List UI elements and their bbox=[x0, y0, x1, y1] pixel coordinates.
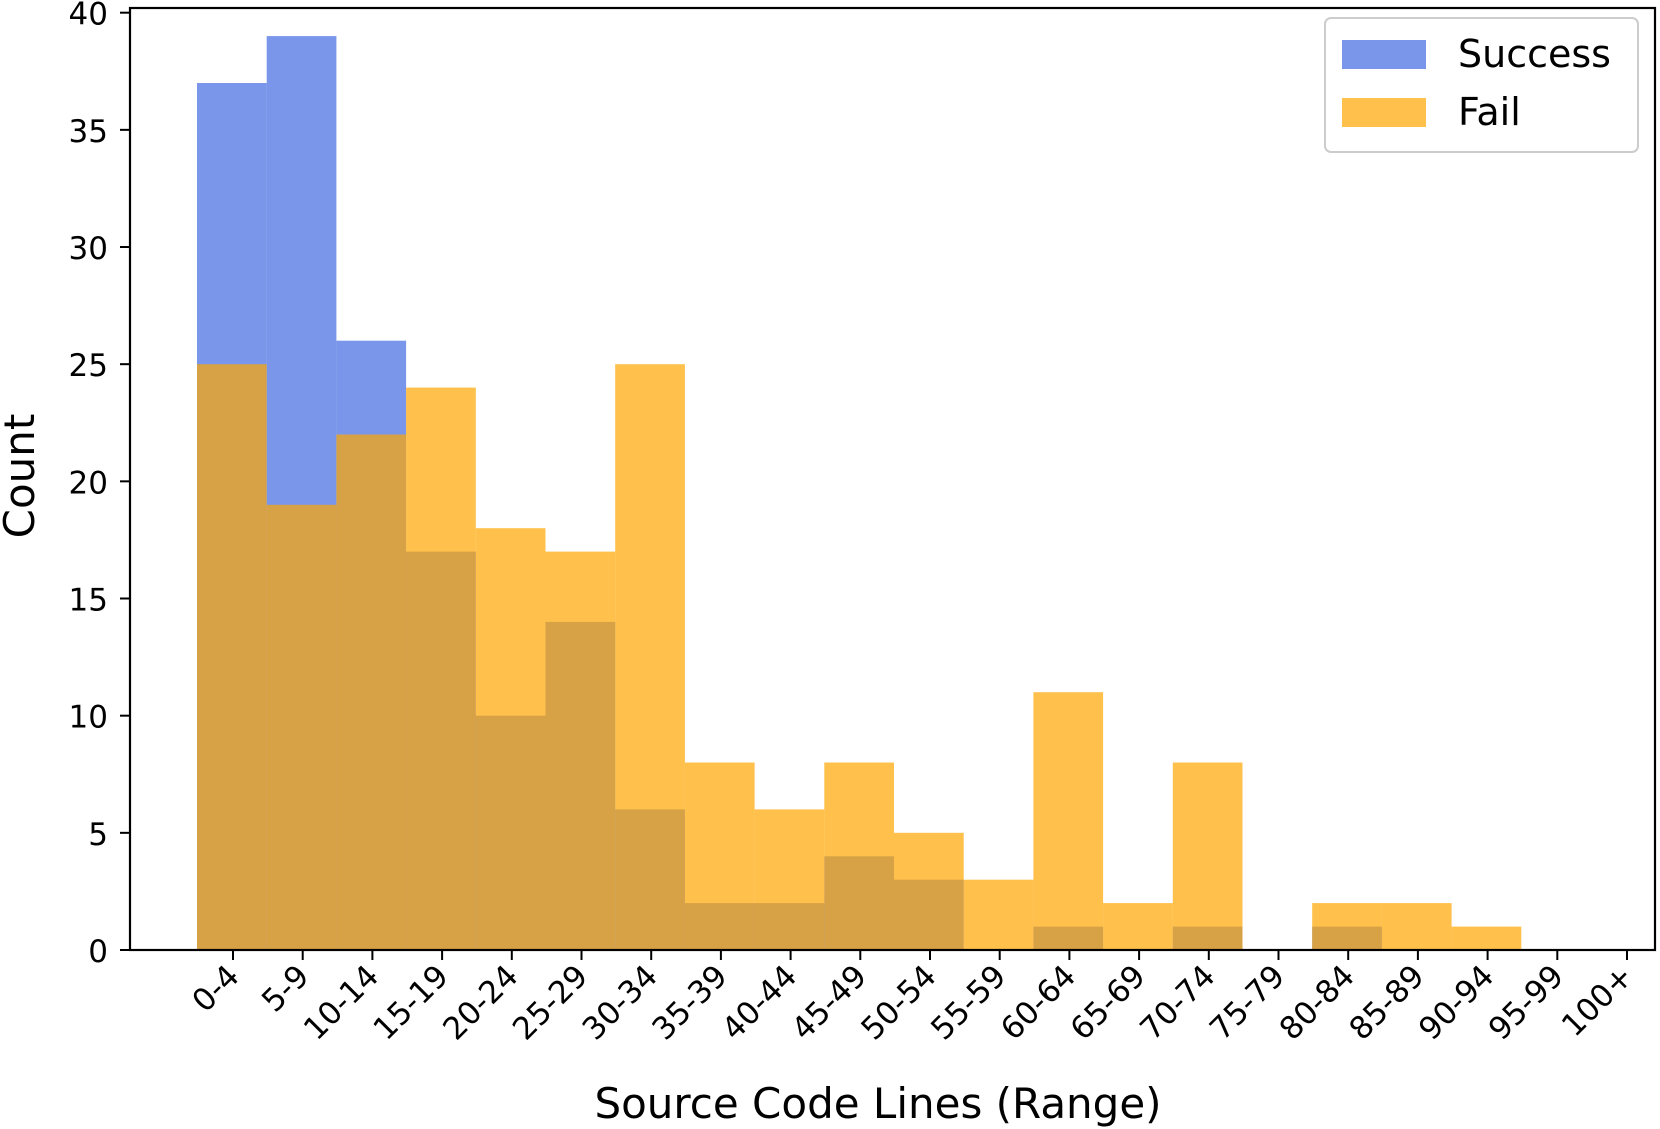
x-tick-label: 70-74 bbox=[1133, 958, 1222, 1047]
x-tick-label: 75-79 bbox=[1203, 958, 1292, 1047]
x-tick-label: 10-14 bbox=[297, 958, 386, 1047]
x-tick-label: 25-29 bbox=[506, 958, 595, 1047]
y-tick-label: 25 bbox=[69, 348, 108, 384]
x-tick-label: 15-19 bbox=[367, 958, 456, 1047]
x-tick-label: 85-89 bbox=[1342, 958, 1431, 1047]
legend-swatch-success bbox=[1342, 40, 1426, 69]
x-tick-label: 40-44 bbox=[715, 958, 804, 1047]
y-tick-label: 30 bbox=[69, 231, 108, 267]
y-tick-label: 15 bbox=[69, 583, 108, 619]
bar-fail-15-19 bbox=[406, 387, 476, 951]
bar-fail-0-4 bbox=[197, 364, 267, 950]
bar-fail-65-69 bbox=[1103, 903, 1173, 950]
legend-swatch-fail bbox=[1342, 98, 1426, 127]
y-tick-label: 40 bbox=[69, 0, 108, 33]
y-tick-label: 35 bbox=[69, 114, 108, 150]
bar-fail-60-64 bbox=[1033, 692, 1104, 950]
bar-fail-35-39 bbox=[684, 762, 755, 950]
x-tick-label: 55-59 bbox=[924, 958, 1013, 1047]
plot-frame bbox=[128, 6, 1657, 952]
bar-fail-20-24 bbox=[475, 528, 546, 950]
y-axis-label: Count bbox=[0, 414, 44, 539]
bar-fail-45-49 bbox=[824, 762, 894, 950]
bar-fail-30-34 bbox=[615, 364, 685, 950]
y-tick-label: 5 bbox=[88, 817, 108, 853]
x-ticks: 0-4 5-910-1415-1920-2425-2930-3435-3940-4… bbox=[185, 950, 1641, 1047]
bar-fail-70-74 bbox=[1172, 762, 1243, 950]
y-ticks: 0 5 10 15 20 25 30 35 40 bbox=[69, 0, 130, 970]
bar-fail-85-89 bbox=[1381, 903, 1452, 950]
x-tick-label: 100+ bbox=[1555, 958, 1641, 1044]
legend-label-success: Success bbox=[1458, 32, 1611, 76]
x-tick-label: 30-34 bbox=[576, 958, 665, 1047]
bar-fail-25-29 bbox=[545, 551, 616, 950]
bar-fail-90-94 bbox=[1451, 926, 1522, 950]
x-tick-label: 80-84 bbox=[1273, 958, 1362, 1047]
x-tick-label: 0-4 bbox=[185, 958, 246, 1019]
axes-layer bbox=[128, 6, 1657, 952]
x-tick-label: 90-94 bbox=[1412, 958, 1501, 1047]
x-axis-label: Source Code Lines (Range) bbox=[594, 1079, 1161, 1128]
x-tick-label: 60-64 bbox=[994, 958, 1083, 1047]
bar-fail-40-44 bbox=[754, 809, 825, 950]
x-tick-label: 95-99 bbox=[1482, 958, 1571, 1047]
x-tick-label: 50-54 bbox=[854, 958, 943, 1047]
x-tick-label: 35-39 bbox=[645, 958, 734, 1047]
y-tick-label: 0 bbox=[88, 934, 108, 970]
bar-fail-10-14 bbox=[336, 434, 407, 950]
bar-fail-80-84 bbox=[1312, 903, 1382, 950]
y-tick-label: 20 bbox=[69, 465, 108, 501]
bar-fail-5-9 bbox=[266, 504, 337, 950]
y-tick-label: 10 bbox=[69, 700, 108, 736]
bars-layer bbox=[197, 36, 1522, 951]
bar-fail-50-54 bbox=[894, 832, 964, 950]
legend-label-fail: Fail bbox=[1458, 90, 1521, 134]
legend: Success Fail bbox=[1324, 17, 1639, 153]
x-tick-label: 45-49 bbox=[785, 958, 874, 1047]
x-tick-label: 20-24 bbox=[436, 958, 525, 1047]
x-tick-label: 65-69 bbox=[1064, 958, 1153, 1047]
bar-fail-55-59 bbox=[963, 879, 1034, 950]
